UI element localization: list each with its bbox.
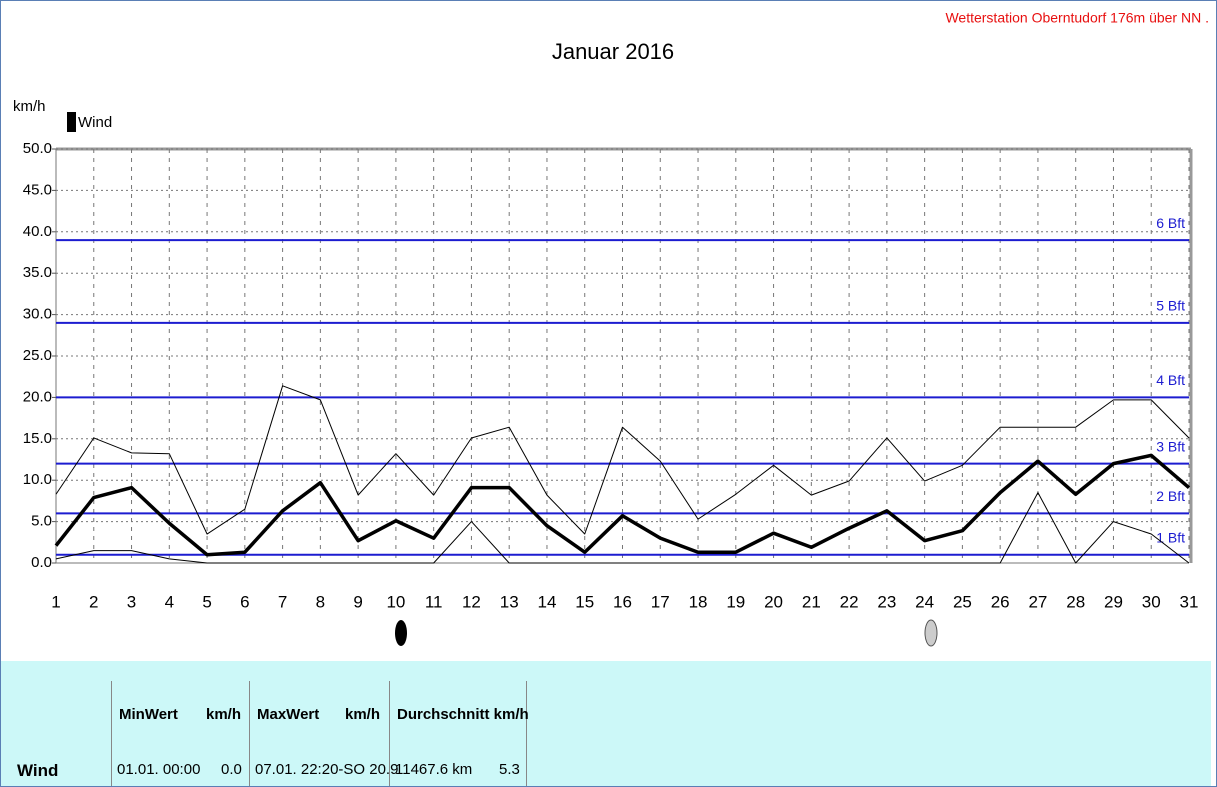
y-tick-label: 30.0 (23, 306, 52, 323)
y-tick-label: 45.0 (23, 181, 52, 198)
moon-icon (395, 620, 407, 646)
beaufort-label: 1 Bft (1156, 529, 1185, 545)
x-tick-label: 3 (127, 592, 136, 611)
series-line (55, 492, 1190, 564)
y-tick-label: 50.0 (23, 140, 52, 157)
x-tick-label: 17 (651, 592, 670, 611)
row-label: Wind (17, 761, 59, 780)
legend-swatch (67, 112, 76, 132)
x-tick-label: 31 (1180, 592, 1199, 611)
beaufort-label: 6 Bft (1156, 215, 1185, 231)
moon-icon (924, 619, 938, 647)
y-tick-label: 5.0 (31, 513, 52, 530)
x-tick-label: 9 (353, 592, 362, 611)
header: km/h (206, 706, 242, 723)
x-tick-label: 16 (613, 592, 632, 611)
x-tick-label: 10 (386, 592, 405, 611)
beaufort-label: 4 Bft (1156, 372, 1185, 388)
header: MaxWert (257, 706, 320, 723)
separator (389, 681, 390, 786)
legend-label: Wind (78, 114, 112, 131)
x-tick-label: 2 (89, 592, 98, 611)
station: Wetterstation Oberntudorf 176m über NN . (945, 10, 1209, 26)
x-tick-label: 4 (165, 592, 174, 611)
y-tick-label: 20.0 (23, 388, 52, 405)
header: Durchschnitt km/h (397, 706, 529, 723)
x-tick-label: 19 (726, 592, 745, 611)
x-tick-label: 25 (953, 592, 972, 611)
series-line (54, 453, 1191, 557)
separator (249, 681, 250, 786)
cell: 0.0 (221, 761, 242, 778)
x-tick-label: 5 (202, 592, 211, 611)
x-tick-label: 21 (802, 592, 821, 611)
beaufort-label: 5 Bft (1156, 298, 1185, 314)
x-tick-label: 22 (840, 592, 859, 611)
x-tick-label: 7 (278, 592, 287, 611)
x-tick-label: 13 (500, 592, 519, 611)
cell: 01.01. 00:00 (117, 761, 201, 778)
x-tick-label: 20 (764, 592, 783, 611)
beaufort-label: 3 Bft (1156, 438, 1185, 454)
x-tick-label: 15 (575, 592, 594, 611)
y-tick-label: 40.0 (23, 223, 52, 240)
y-tick-label: 25.0 (23, 347, 52, 364)
x-tick-label: 23 (877, 592, 896, 611)
y-tick-label: 0.0 (31, 554, 52, 571)
cell: 07.01. 22:20-SO 20.9 (255, 761, 399, 778)
y-tick-label: 15.0 (23, 430, 52, 447)
cell: 11467.6 km (395, 761, 473, 778)
chart: Januar 2016 Wetterstation Oberntudorf 17… (13, 10, 1209, 647)
header: MinWert (119, 706, 178, 723)
x-tick-label: 29 (1104, 592, 1123, 611)
stats-panel: MinWert km/h MaxWert km/h Durchschnitt k… (1, 661, 1211, 786)
x-tick-label: 30 (1142, 592, 1161, 611)
y-tick-label: 10.0 (23, 471, 52, 488)
series-line (55, 385, 1190, 535)
separator (526, 681, 527, 786)
x-tick-label: 26 (991, 592, 1010, 611)
x-tick-label: 8 (316, 592, 325, 611)
y-tick-label: 35.0 (23, 264, 52, 281)
x-tick-label: 6 (240, 592, 249, 611)
y-axis-label: km/h (13, 98, 46, 115)
beaufort-label: 2 Bft (1156, 488, 1185, 504)
header: km/h (345, 706, 381, 723)
x-tick-label: 28 (1066, 592, 1085, 611)
x-tick-label: 24 (915, 592, 934, 611)
x-tick-label: 12 (462, 592, 481, 611)
x-tick-label: 11 (425, 592, 443, 611)
x-tick-label: 27 (1028, 592, 1047, 611)
x-tick-label: 14 (538, 592, 557, 611)
x-tick-label: 1 (51, 592, 60, 611)
chart-title: Januar 2016 (552, 39, 674, 64)
x-tick-label: 18 (689, 592, 708, 611)
separator (111, 681, 112, 786)
cell: 5.3 (499, 761, 520, 778)
